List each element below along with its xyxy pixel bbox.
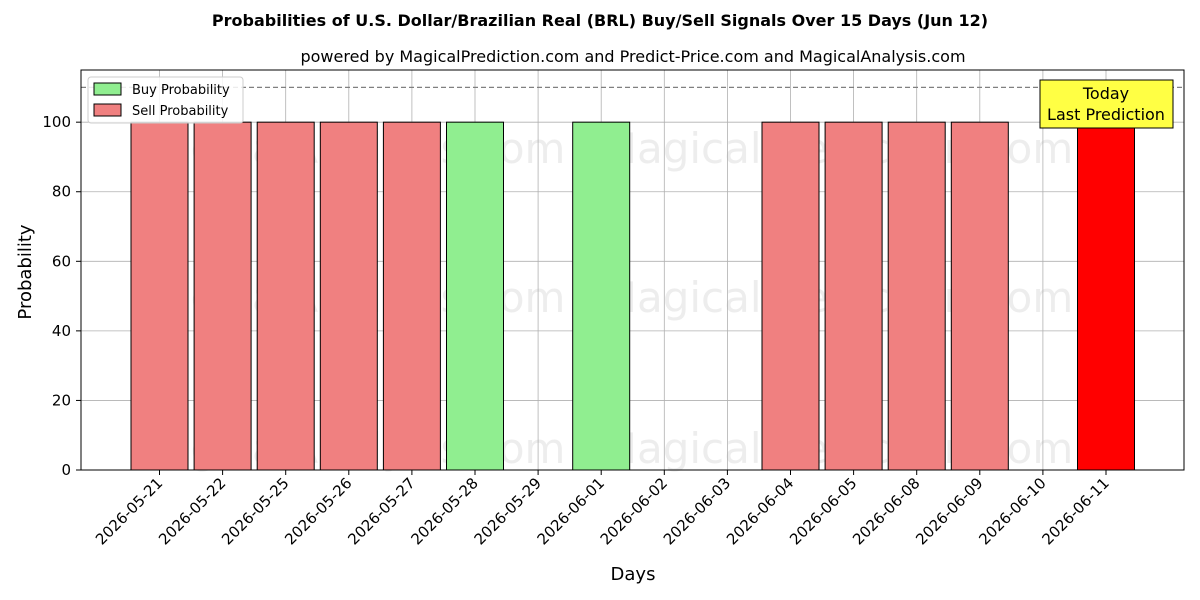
plot-frame xyxy=(80,69,1185,471)
chart-title: Probabilities of U.S. Dollar/Brazilian R… xyxy=(212,11,988,30)
y-tick-label: 20 xyxy=(52,391,71,409)
y-tick-label: 40 xyxy=(52,322,71,340)
legend-label-sell: Sell Probability xyxy=(132,104,229,119)
annotation-last-prediction-text: Last Prediction xyxy=(1047,105,1165,124)
y-tick-label: 0 xyxy=(61,461,71,479)
legend-swatch-sell xyxy=(93,103,122,117)
annotation-today-text: Today xyxy=(1082,84,1129,103)
y-tick-label: 80 xyxy=(52,183,71,201)
buy-bar xyxy=(446,121,504,471)
x-tick-label: 2026-06-02 xyxy=(597,474,671,548)
x-tick-label: 2026-05-28 xyxy=(407,474,481,548)
sell-bar xyxy=(761,121,820,471)
chart-subtitle: powered by MagicalPrediction.com and Pre… xyxy=(300,47,965,66)
sell-bar xyxy=(887,121,946,471)
x-tick-label: 2026-05-27 xyxy=(344,474,418,548)
x-axis: 2026-05-212026-05-222026-05-252026-05-26… xyxy=(92,470,1113,548)
sell-bar xyxy=(950,121,1009,471)
x-tick-label: 2026-05-22 xyxy=(155,474,229,548)
x-tick-label: 2026-06-11 xyxy=(1038,474,1112,548)
sell-bar xyxy=(319,121,378,471)
x-tick-label: 2026-05-21 xyxy=(92,474,166,548)
legend-box xyxy=(87,76,244,124)
x-tick-label: 2026-06-04 xyxy=(723,474,797,548)
x-tick-label: 2026-06-09 xyxy=(912,474,986,548)
bars xyxy=(130,121,1135,471)
y-axis-label: Probability xyxy=(15,224,36,319)
x-tick-label: 2026-06-03 xyxy=(660,474,734,548)
sell-bar xyxy=(256,121,315,471)
y-tick-label: 60 xyxy=(52,252,71,270)
legend-label-buy: Buy Probability xyxy=(132,83,230,98)
x-tick-label: 2026-05-29 xyxy=(471,474,545,548)
sell-bar xyxy=(193,121,252,471)
sell-bar xyxy=(1077,121,1135,471)
y-tick-label: 100 xyxy=(42,113,71,131)
today-annotation-box xyxy=(1039,79,1174,129)
today-annotation: Today Last Prediction xyxy=(1039,79,1174,129)
buy-bar xyxy=(572,121,631,471)
x-tick-label: 2026-05-26 xyxy=(281,474,355,548)
legend: Buy Probability Sell Probability xyxy=(87,76,244,124)
sell-bar xyxy=(382,121,441,471)
sell-bar xyxy=(130,121,189,471)
x-tick-label: 2026-05-25 xyxy=(218,474,292,548)
x-tick-label: 2026-06-01 xyxy=(534,474,608,548)
x-tick-label: 2026-06-10 xyxy=(975,474,1049,548)
x-tick-label: 2026-06-08 xyxy=(849,474,923,548)
y-axis: 0 20 40 60 80 100 xyxy=(42,113,81,479)
legend-swatch-buy xyxy=(93,82,122,96)
x-tick-label: 2026-06-05 xyxy=(786,474,860,548)
sell-bar xyxy=(824,121,883,471)
x-axis-label: Days xyxy=(611,564,656,585)
